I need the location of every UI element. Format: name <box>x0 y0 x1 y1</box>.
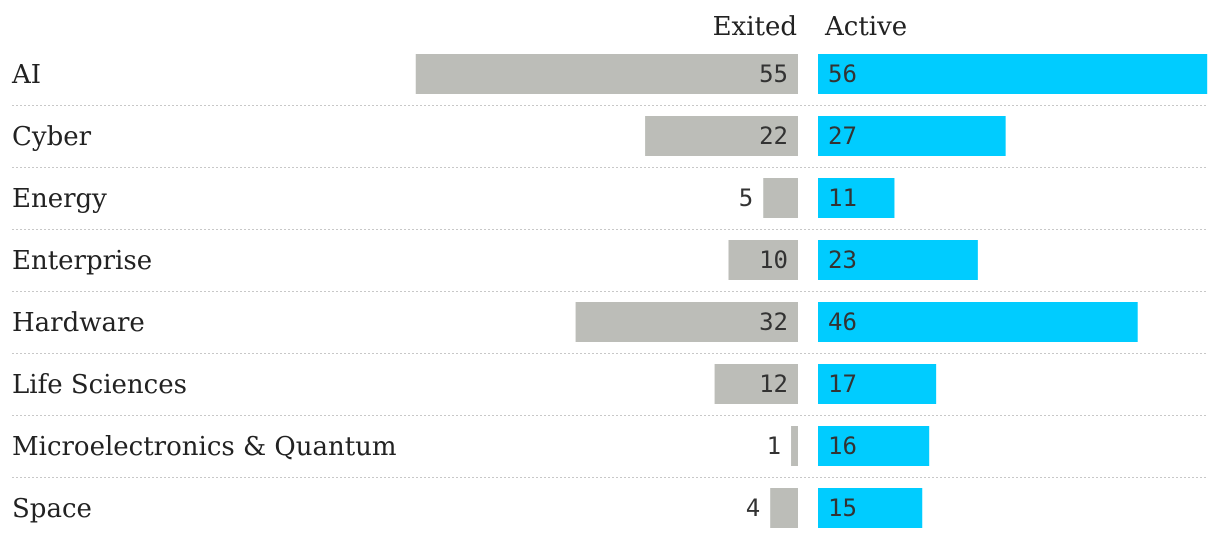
chart-rows: AI 55 56 Cyber 22 27 Energy 5 11 Enterprise 10 23 Ha… <box>11 54 1208 528</box>
row-enterprise-label: Enterprise <box>12 246 152 276</box>
row-space-active-value: 15 <box>828 494 857 522</box>
row-microelectronics-and-quantum-exited-value: 1 <box>767 432 781 460</box>
row-life-sciences-exited-bar <box>714 364 798 404</box>
row-ai-exited-value: 55 <box>759 60 788 88</box>
row-energy-exited-value: 5 <box>739 184 753 212</box>
row-energy-active-value: 11 <box>828 184 857 212</box>
row-ai-active-value: 56 <box>828 60 857 88</box>
row-life-sciences-active-value: 17 <box>828 370 857 398</box>
row-cyber-active-value: 27 <box>828 122 857 150</box>
row-space-label: Space <box>12 494 92 524</box>
row-hardware-active-value: 46 <box>828 308 857 336</box>
row-life-sciences-exited-value: 12 <box>759 370 788 398</box>
row-cyber-exited-bar <box>645 116 798 156</box>
row-space-exited-bar <box>770 488 798 528</box>
row-ai-active-bar <box>818 54 1208 94</box>
row-cyber-active-bar <box>818 116 1006 156</box>
row-hardware-exited-value: 32 <box>759 308 788 336</box>
row-microelectronics-and-quantum-label: Microelectronics & Quantum <box>12 432 397 462</box>
row-hardware-exited-bar <box>575 302 798 342</box>
row-life-sciences-active-bar <box>818 364 937 404</box>
row-hardware-active-bar <box>818 302 1138 342</box>
row-microelectronics-and-quantum-active-value: 16 <box>828 432 857 460</box>
row-microelectronics-and-quantum-exited-bar <box>791 426 798 466</box>
header-active: Active <box>824 12 907 42</box>
row-ai-label: AI <box>11 60 41 90</box>
row-cyber-label: Cyber <box>12 122 92 152</box>
row-cyber-exited-value: 22 <box>759 122 788 150</box>
row-space-exited-value: 4 <box>746 494 760 522</box>
row-energy-label: Energy <box>12 184 107 214</box>
row-microelectronics-and-quantum-active-bar <box>818 426 930 466</box>
row-enterprise-exited-value: 10 <box>759 246 788 274</box>
row-energy-active-bar <box>818 178 895 218</box>
row-enterprise-active-value: 23 <box>828 246 857 274</box>
row-enterprise-exited-bar <box>728 240 798 280</box>
row-hardware-label: Hardware <box>12 308 145 338</box>
row-life-sciences-label: Life Sciences <box>12 370 187 400</box>
header-exited: Exited <box>713 12 797 42</box>
row-energy-exited-bar <box>763 178 798 218</box>
row-ai-exited-bar <box>415 54 798 94</box>
row-space-active-bar <box>818 488 923 528</box>
row-enterprise-active-bar <box>818 240 978 280</box>
